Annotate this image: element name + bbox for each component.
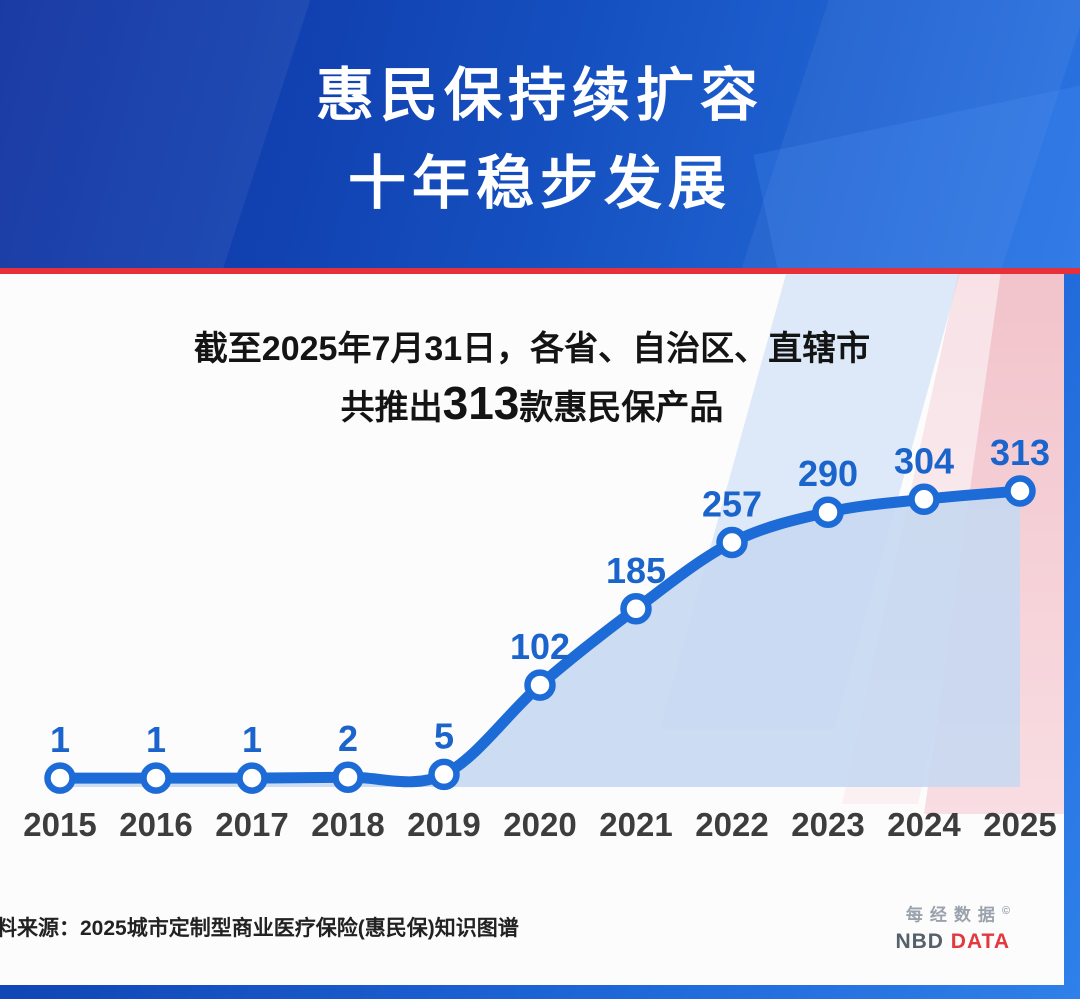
chart-panel: 截至2025年7月31日，各省、自治区、直辖市 共推出313款惠民保产品 1 20… — [0, 274, 1064, 985]
brand-english: NBD DATA — [895, 929, 1010, 955]
title-line-2: 十年稳步发展 — [347, 151, 732, 216]
chart-point — [524, 669, 556, 701]
chart-point — [908, 483, 940, 516]
x-axis-label: 2019 — [407, 806, 480, 843]
chart-point-label: 1 — [146, 719, 166, 760]
x-axis-label: 2016 — [119, 806, 192, 843]
subtitle-line-2-suffix: 款惠民保产品 — [519, 389, 724, 427]
line-chart: 1 2015 1 2016 1 2017 2 2018 5 2019 102 2020 185 2021 2… — [0, 274, 1064, 985]
chart-point-label: 313 — [990, 432, 1050, 473]
chart-point-label: 2 — [338, 718, 358, 759]
title-line-1: 惠民保持续扩容 — [315, 63, 764, 128]
chart-point — [620, 593, 652, 625]
x-axis-label: 2025 — [983, 806, 1056, 843]
source-note: 料来源：2025城市定制型商业医疗保险(惠民保)知识图谱 — [0, 917, 519, 940]
chart-point — [140, 762, 172, 794]
page-title: 惠民保持续扩容 十年稳步发展 — [0, 0, 1080, 228]
brand-chinese: 每经数据© — [905, 905, 1010, 925]
chart-point-label: 102 — [510, 626, 570, 667]
chart-point-label: 1 — [242, 719, 262, 760]
chart-point — [428, 758, 460, 791]
x-axis-label: 2018 — [311, 806, 384, 843]
brand-logo: 每经数据© NBD DATA — [895, 898, 1010, 955]
chart-point — [1004, 475, 1036, 507]
chart-point-label: 304 — [894, 440, 954, 481]
x-axis-label: 2015 — [23, 806, 96, 843]
x-axis-label: 2024 — [887, 806, 961, 843]
x-axis-label: 2017 — [215, 806, 288, 843]
header-banner: 惠民保持续扩容 十年稳步发展 — [0, 0, 1080, 268]
chart-point-label: 1 — [50, 719, 70, 760]
subtitle-line-2: 共推出313款惠民保产品 — [0, 376, 1064, 435]
chart-point — [44, 762, 76, 794]
line-chart-svg: 1 2015 1 2016 1 2017 2 2018 5 2019 102 2020 185 2021 2… — [23, 432, 1056, 843]
chart-point-label: 257 — [702, 484, 762, 525]
x-axis-label: 2020 — [503, 806, 576, 843]
chart-point-label: 5 — [434, 715, 454, 756]
chart-point-label: 290 — [798, 453, 858, 494]
chart-point — [236, 762, 268, 794]
brand-data: DATA — [950, 929, 1010, 953]
copyright-mark: © — [1001, 905, 1010, 917]
x-axis-label: 2022 — [695, 806, 768, 843]
subtitle-highlight-number: 313 — [442, 377, 520, 429]
red-divider — [0, 268, 1080, 274]
x-axis-label: 2023 — [791, 806, 864, 843]
chart-point — [812, 496, 844, 528]
subtitle-line-1: 截至2025年7月31日，各省、自治区、直辖市 — [193, 330, 871, 368]
subtitle-line-2-prefix: 共推出 — [340, 389, 443, 427]
chart-point — [332, 761, 364, 793]
chart-subtitle: 截至2025年7月31日，各省、自治区、直辖市 共推出313款惠民保产品 — [0, 322, 1064, 435]
chart-point-label: 185 — [606, 550, 666, 591]
chart-point — [716, 526, 748, 559]
brand-nbd: NBD — [895, 929, 944, 953]
chart-area-fill — [60, 491, 1020, 787]
x-axis-label: 2021 — [599, 806, 672, 843]
